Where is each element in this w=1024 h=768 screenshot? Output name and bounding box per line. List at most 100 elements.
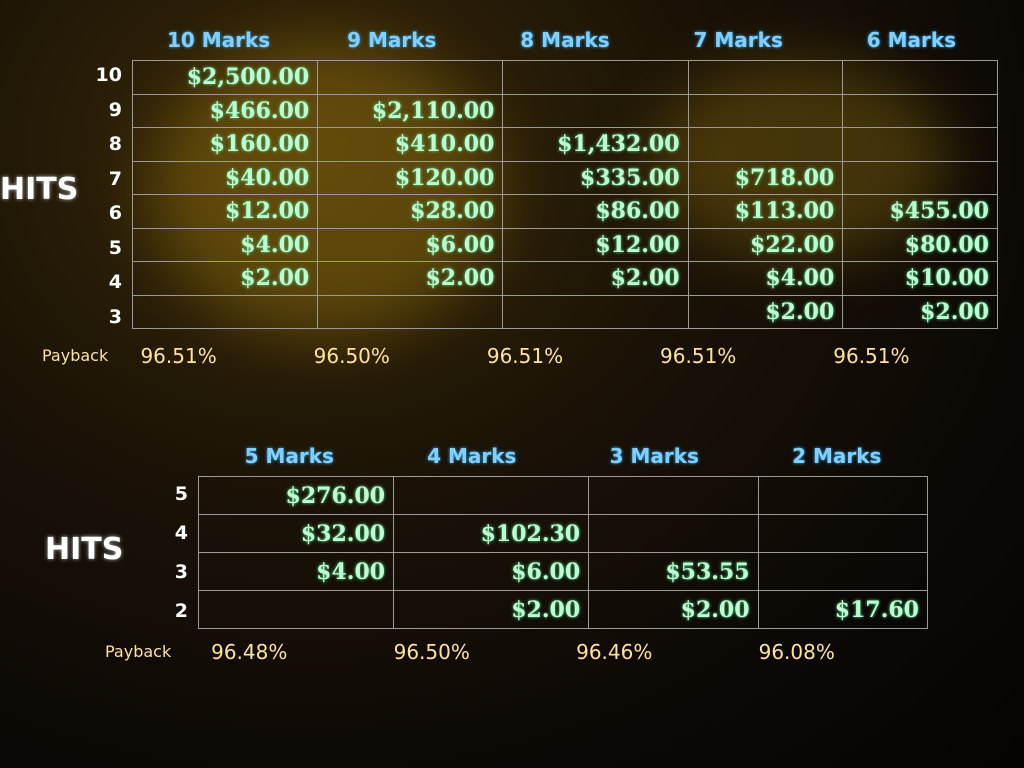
marks-column-header: 4 Marks [427, 444, 517, 468]
paytable-grid: $2,500.00 $466.00 $2,110.00 $160.00 $410.00 $… [131, 60, 998, 329]
table-row: $4.00 $6.00 $12.00 $22.00 $80.00 [131, 227, 998, 262]
payback-value: 96.51% [486, 344, 564, 368]
payout-cell [842, 127, 998, 162]
payout-cell: $4.00 [131, 227, 319, 262]
payout-cell: $12.00 [502, 227, 689, 262]
marks-column-header: 9 Marks [347, 28, 437, 52]
payback-label: Payback [42, 346, 109, 365]
table-row: $160.00 $410.00 $1,432.00 [131, 127, 998, 162]
hits-row-label: 2 [174, 599, 188, 622]
payback-label: Payback [105, 642, 172, 661]
payout-cell [588, 514, 759, 553]
payout-cell [317, 294, 504, 329]
payout-cell: $2.00 [842, 294, 998, 329]
payback-value: 96.50% [313, 344, 390, 368]
payout-cell: $53.55 [588, 552, 759, 591]
payout-cell: $335.00 [502, 160, 689, 195]
payback-value: 96.51% [140, 344, 217, 368]
payout-cell: $22.00 [687, 227, 844, 262]
payout-cell: $160.00 [131, 127, 319, 162]
payout-cell: $32.00 [197, 514, 395, 553]
payout-cell: $6.00 [317, 227, 504, 262]
payback-value: 96.50% [393, 640, 470, 664]
payout-cell: $10.00 [842, 261, 998, 296]
payout-cell [502, 294, 689, 329]
payout-cell: $40.00 [131, 160, 319, 195]
table-row: $32.00 $102.30 [197, 514, 929, 553]
payout-cell: $4.00 [687, 261, 844, 296]
payback-value: 96.51% [660, 344, 737, 368]
payback-value: 96.48% [211, 640, 288, 664]
payout-cell [687, 93, 844, 128]
marks-column-header: 6 Marks [866, 28, 957, 52]
hits-row-label: 5 [108, 236, 122, 259]
payout-cell: $120.00 [317, 160, 504, 195]
table-row: $4.00 $6.00 $53.55 [197, 552, 929, 591]
payout-cell: $102.30 [393, 514, 590, 553]
payout-cell: $466.00 [131, 93, 319, 128]
payout-cell [842, 160, 998, 195]
payout-cell: $455.00 [842, 194, 998, 229]
payout-cell: $718.00 [687, 160, 844, 195]
payout-cell: $86.00 [502, 194, 689, 229]
payout-cell [131, 294, 319, 329]
table-row: $466.00 $2,110.00 [131, 93, 998, 128]
table-row: $2.00 $2.00 [131, 294, 998, 329]
payout-cell: $113.00 [687, 194, 844, 229]
payout-cell [197, 590, 395, 629]
hits-row-label: 4 [174, 521, 188, 544]
payout-cell [393, 476, 590, 515]
payout-cell [317, 60, 504, 95]
payout-cell [757, 552, 929, 591]
marks-column-header: 7 Marks [693, 28, 783, 52]
marks-column-header: 3 Marks [609, 444, 699, 468]
table-row: $2,500.00 [131, 60, 998, 95]
payout-cell: $28.00 [317, 194, 504, 229]
payout-cell: $4.00 [197, 552, 395, 591]
payout-cell [687, 60, 844, 95]
payout-cell: $17.60 [757, 590, 929, 629]
payout-cell: $6.00 [393, 552, 590, 591]
paytable-grid: $276.00 $32.00 $102.30 $4.00 $6.00 $53.55 $2.0… [197, 476, 929, 629]
marks-column-header: 10 Marks [166, 28, 271, 52]
marks-column-header: 5 Marks [244, 444, 334, 468]
payback-value: 96.46% [576, 640, 653, 664]
hits-label: HITS [45, 532, 124, 567]
payout-cell: $2.00 [588, 590, 759, 629]
payout-cell: $12.00 [131, 194, 319, 229]
payout-cell: $2.00 [687, 294, 844, 329]
payout-cell [842, 60, 998, 95]
table-row: $12.00 $28.00 $86.00 $113.00 $455.00 [131, 194, 998, 229]
payback-value: 96.51% [833, 344, 910, 368]
payout-cell [502, 60, 689, 95]
hits-row-label: 4 [108, 271, 122, 294]
payout-cell: $2.00 [502, 261, 689, 296]
payout-cell [757, 514, 929, 553]
table-row: $276.00 [197, 476, 929, 515]
hits-row-label: 3 [108, 305, 122, 328]
payout-cell [757, 476, 929, 515]
payout-cell: $276.00 [197, 476, 395, 515]
payout-cell: $2,110.00 [317, 93, 504, 128]
hits-label: HITS [0, 172, 79, 207]
marks-column-header: 2 Marks [792, 444, 882, 468]
hits-row-label: 8 [108, 133, 122, 156]
payout-cell [842, 93, 998, 128]
table-row: $40.00 $120.00 $335.00 $718.00 [131, 160, 998, 195]
hits-row-label: 3 [174, 560, 188, 583]
payout-cell: $2.00 [131, 261, 319, 296]
payout-cell [588, 476, 759, 515]
hits-row-label: 6 [108, 202, 122, 225]
table-row: $2.00 $2.00 $17.60 [197, 590, 929, 629]
marks-column-header: 8 Marks [520, 28, 610, 52]
payback-value: 96.08% [758, 640, 835, 664]
payout-cell: $1,432.00 [502, 127, 689, 162]
hits-row-label: 9 [108, 98, 122, 121]
payout-cell: $2.00 [317, 261, 504, 296]
payout-cell: $2.00 [393, 590, 590, 629]
payout-cell [502, 93, 689, 128]
table-row: $2.00 $2.00 $2.00 $4.00 $10.00 [131, 261, 998, 296]
hits-row-label: 5 [174, 482, 188, 505]
payout-cell: $80.00 [842, 227, 998, 262]
payout-cell: $410.00 [317, 127, 504, 162]
